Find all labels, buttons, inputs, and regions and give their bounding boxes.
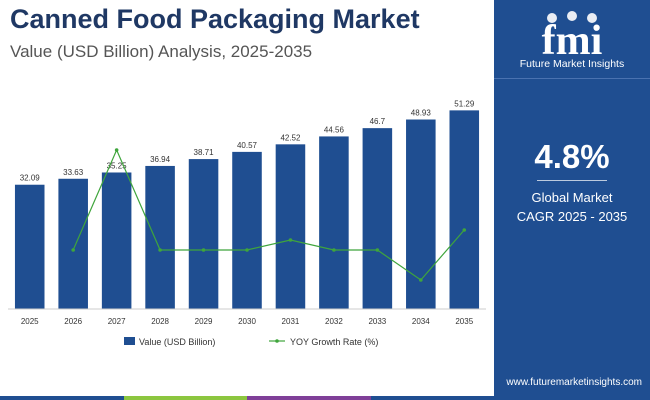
cagr-separator — [537, 180, 607, 181]
legend-bar-swatch — [124, 337, 135, 345]
growth-line — [72, 148, 465, 281]
legend-bar-label: Value (USD Billion) — [139, 337, 215, 347]
bar-2031 — [275, 144, 306, 309]
growth-point-2034 — [419, 278, 423, 282]
bar-2030 — [232, 151, 262, 309]
bar-series — [14, 110, 480, 310]
x-tick-2035: 2035 — [455, 317, 473, 326]
strip-segment-3 — [247, 396, 371, 400]
growth-point-2030 — [245, 248, 249, 252]
legend: Value (USD Billion) YOY Growth Rate (%) — [124, 337, 378, 347]
x-tick-2029: 2029 — [195, 317, 213, 326]
growth-point-2029 — [201, 248, 206, 252]
chart-subtitle: Value (USD Billion) Analysis, 2025-2035 — [10, 42, 313, 61]
growth-point-2028 — [158, 248, 162, 252]
bar-2028 — [145, 165, 175, 309]
bar-2027 — [101, 172, 132, 309]
bar-label-2028: 36.94 — [150, 155, 171, 164]
x-tick-2030: 2030 — [238, 317, 256, 326]
strip-segment-1 — [0, 396, 124, 400]
fmi-logo: fmi — [542, 11, 603, 64]
growth-point-2033 — [375, 248, 380, 252]
bar-2035 — [449, 110, 480, 309]
bottom-color-strip — [0, 396, 494, 400]
sidebar-panel: fmi Future Market Insights 4.8% Global M… — [494, 0, 650, 400]
sidebar-divider — [494, 78, 650, 79]
x-tick-2033: 2033 — [368, 317, 386, 326]
bar-label-2029: 38.71 — [194, 148, 215, 157]
bar-2025 — [14, 184, 45, 309]
bar-2026 — [58, 178, 88, 309]
bar-2029 — [188, 159, 219, 309]
bar-value-labels: 32.09 33.63 35.25 36.94 38.71 40.57 42.52 44.56… — [20, 99, 475, 182]
growth-point-2032 — [332, 248, 336, 252]
chart-area: 32.09 33.63 35.25 36.94 38.71 40.57 42.52 44.56… — [8, 99, 486, 347]
brand-name: Future Market Insights — [519, 58, 625, 70]
bar-2033 — [362, 128, 393, 309]
strip-segment-2 — [123, 396, 247, 400]
x-tick-2027: 2027 — [108, 317, 126, 326]
growth-point-2035 — [462, 228, 467, 232]
x-tick-2026: 2026 — [64, 317, 82, 326]
bar-label-2031: 42.52 — [280, 133, 301, 142]
bar-label-2025: 32.09 — [20, 174, 41, 183]
growth-point-2026 — [71, 248, 75, 252]
bar-2034 — [406, 119, 436, 310]
x-tick-2032: 2032 — [325, 317, 343, 326]
bar-label-2033: 46.7 — [370, 117, 386, 126]
strip-segment-4 — [370, 396, 494, 400]
bar-label-2027: 35.25 — [107, 161, 128, 170]
x-tick-2031: 2031 — [282, 317, 300, 326]
cagr-label-line2: CAGR 2025 - 2035 — [516, 209, 628, 224]
x-axis-ticks: 2025 2026 2027 2028 2029 2030 2031 2032 2033 2034… — [21, 317, 474, 326]
bar-2032 — [319, 136, 349, 309]
x-tick-2025: 2025 — [21, 317, 39, 326]
cagr-value: 4.8% — [534, 138, 610, 175]
website-url[interactable]: www.futuremarketinsights.com — [506, 377, 642, 388]
cagr-label: Global Market CAGR 2025 - 2035 — [494, 188, 650, 226]
cagr-label-line1: Global Market — [531, 190, 613, 205]
bar-label-2034: 48.93 — [411, 109, 432, 118]
bar-label-2030: 40.57 — [237, 141, 258, 150]
chart-title: Canned Food Packaging Market — [10, 4, 420, 34]
line-series — [71, 148, 467, 282]
bar-label-2032: 44.56 — [324, 125, 345, 134]
x-tick-2028: 2028 — [151, 317, 169, 326]
growth-point-2027 — [114, 148, 119, 152]
svg-text:fmi: fmi — [542, 18, 603, 64]
x-tick-2034: 2034 — [412, 317, 430, 326]
legend-line-marker — [275, 339, 279, 343]
bar-label-2026: 33.63 — [63, 168, 84, 177]
bar-label-2035: 51.29 — [454, 99, 475, 108]
growth-point-2031 — [288, 238, 293, 242]
legend-line-label: YOY Growth Rate (%) — [290, 337, 378, 347]
